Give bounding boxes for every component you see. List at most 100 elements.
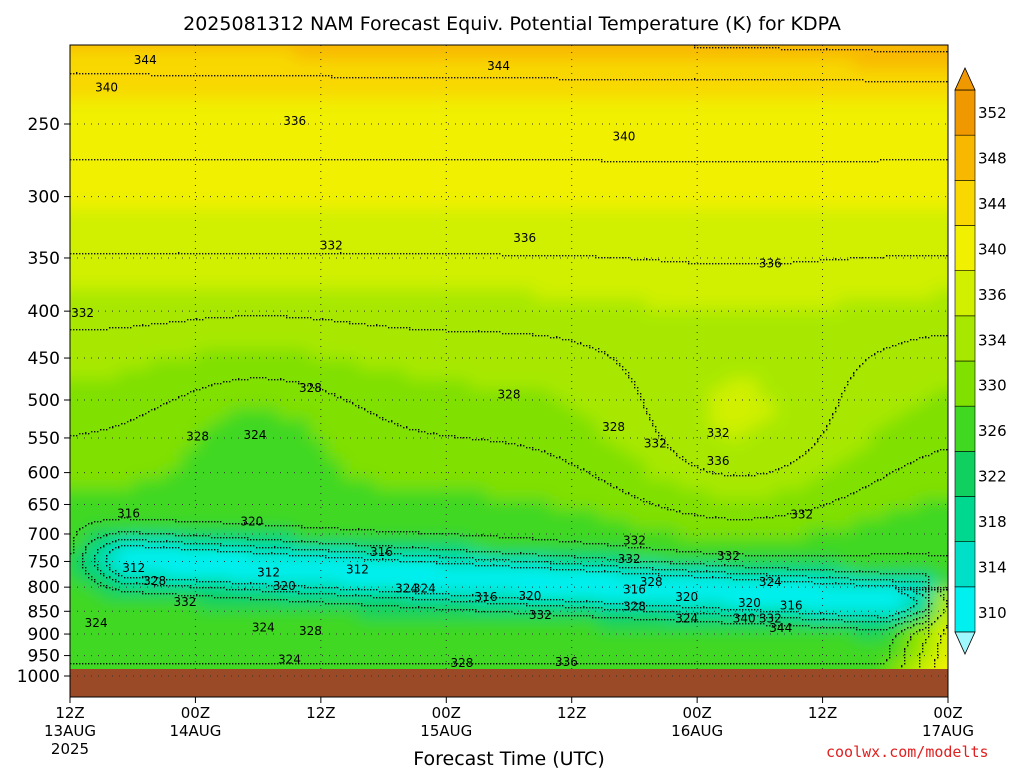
x-tick-label: 00Z [181, 704, 210, 722]
contour-label: 340 [613, 130, 636, 144]
colorbar-label: 310 [978, 604, 1007, 622]
contour-label: 328 [299, 381, 322, 395]
colorbar-swatch [954, 270, 976, 317]
x-tick-date: 13AUG [44, 722, 96, 740]
contour-label: 332 [71, 306, 94, 320]
ground-terrain [70, 669, 948, 697]
colorbar-swatch [954, 496, 976, 542]
x-tick-date: 17AUG [922, 722, 974, 740]
colorbar-label: 314 [978, 559, 1007, 577]
colorbar-swatch [954, 360, 976, 407]
contour-label: 312 [122, 561, 145, 575]
contour-label: 328 [186, 430, 209, 444]
y-tick-label: 500 [28, 391, 60, 411]
x-tick-label: 12Z [306, 704, 335, 722]
colorbar-swatch [954, 315, 976, 362]
x-tick-label: 00Z [682, 704, 711, 722]
y-tick-label: 550 [28, 429, 60, 449]
colorbar-label: 344 [978, 195, 1007, 213]
x-tick-date: 15AUG [420, 722, 472, 740]
colorbar-label: 318 [978, 513, 1007, 531]
y-tick-label: 650 [28, 495, 60, 515]
contour-label: 312 [257, 565, 280, 579]
y-tick-label: 850 [28, 602, 60, 622]
contour-label: 344 [134, 53, 157, 67]
y-tick-label: 350 [28, 249, 60, 269]
contour-label: 332 [759, 612, 782, 626]
colorbar-max-arrow [954, 67, 976, 91]
y-tick-label: 900 [28, 625, 60, 645]
contour-label: 332 [790, 508, 813, 522]
colorbar-swatch [954, 89, 976, 136]
x-axis-label: Forecast Time (UTC) [413, 748, 604, 768]
contour-label: 316 [370, 545, 393, 559]
contour-label: 328 [623, 600, 646, 614]
colorbar-label: 326 [978, 422, 1007, 440]
contour-label: 332 [717, 549, 740, 563]
contour-label: 320 [240, 514, 263, 528]
x-tick-label: 12Z [557, 704, 586, 722]
contour-label: 328 [640, 575, 663, 589]
contour-label: 320 [273, 579, 296, 593]
contour-label: 340 [95, 80, 118, 94]
contour-label: 344 [487, 59, 510, 73]
contour-label: 316 [475, 590, 498, 604]
colorbar-label: 352 [978, 104, 1007, 122]
x-tick-date: 16AUG [671, 722, 723, 740]
x-tick-label: 12Z [55, 704, 84, 722]
y-tick-label: 400 [28, 302, 60, 322]
y-tick-label: 450 [28, 349, 60, 369]
y-tick-label: 600 [28, 464, 60, 484]
colorbar-label: 336 [978, 286, 1007, 304]
plot-frame [69, 44, 949, 698]
contour-label: 324 [252, 620, 275, 634]
x-tick-year: 2025 [51, 740, 89, 758]
contour-label: 328 [143, 574, 166, 588]
contour-label: 324 [413, 582, 436, 596]
y-tick-label: 250 [28, 115, 60, 135]
contour-label: 316 [623, 583, 646, 597]
contour-label: 336 [283, 114, 306, 128]
contour-label: 324 [244, 428, 267, 442]
x-tick-label: 00Z [933, 704, 962, 722]
colorbar: 310 314 318 322 326 330 334 336 340 344 348 352 [954, 67, 1007, 655]
y-tick-label: 800 [28, 578, 60, 598]
y-tick-label: 700 [28, 525, 60, 545]
colorbar-swatch [954, 134, 976, 181]
y-tick-label: 300 [28, 188, 60, 208]
colorbar-swatch [954, 180, 976, 226]
contour-label: 332 [618, 552, 641, 566]
credit-link[interactable]: coolwx.com/modelts [826, 743, 989, 761]
contour-label: 332 [529, 608, 552, 622]
colorbar-min-arrow [954, 631, 976, 655]
x-tick-date: 14AUG [169, 722, 221, 740]
x-tick-label: 00Z [432, 704, 461, 722]
contour-label: 328 [451, 656, 474, 670]
contour-label: 336 [555, 655, 578, 669]
contour-label: 332 [644, 437, 667, 451]
y-tick-label: 950 [28, 647, 60, 667]
colorbar-swatch [954, 586, 976, 633]
y-tick-label: 750 [28, 552, 60, 572]
contour-label: 320 [675, 590, 698, 604]
colorbar-label: 322 [978, 468, 1007, 486]
contour-label: 324 [395, 582, 418, 596]
contour-label: 320 [738, 596, 761, 610]
contour-label: 332 [707, 426, 730, 440]
contour-label: 332 [320, 238, 343, 252]
chart-title: 2025081312 NAM Forecast Equiv. Potential… [183, 13, 841, 35]
contour-label: 336 [759, 257, 782, 271]
contour-label: 324 [85, 616, 108, 630]
contour-label: 344 [769, 621, 792, 635]
colorbar-swatch [954, 405, 976, 452]
contour-label: 340 [733, 612, 756, 626]
contour-label: 316 [780, 599, 803, 613]
contour-label: 324 [278, 653, 301, 667]
contour-label: 328 [299, 624, 322, 638]
colorbar-label: 334 [978, 331, 1007, 349]
contour-label: 324 [759, 575, 782, 589]
contour-label: 328 [602, 420, 625, 434]
colorbar-label: 348 [978, 149, 1007, 167]
y-tick-label: 1000 [17, 667, 60, 687]
